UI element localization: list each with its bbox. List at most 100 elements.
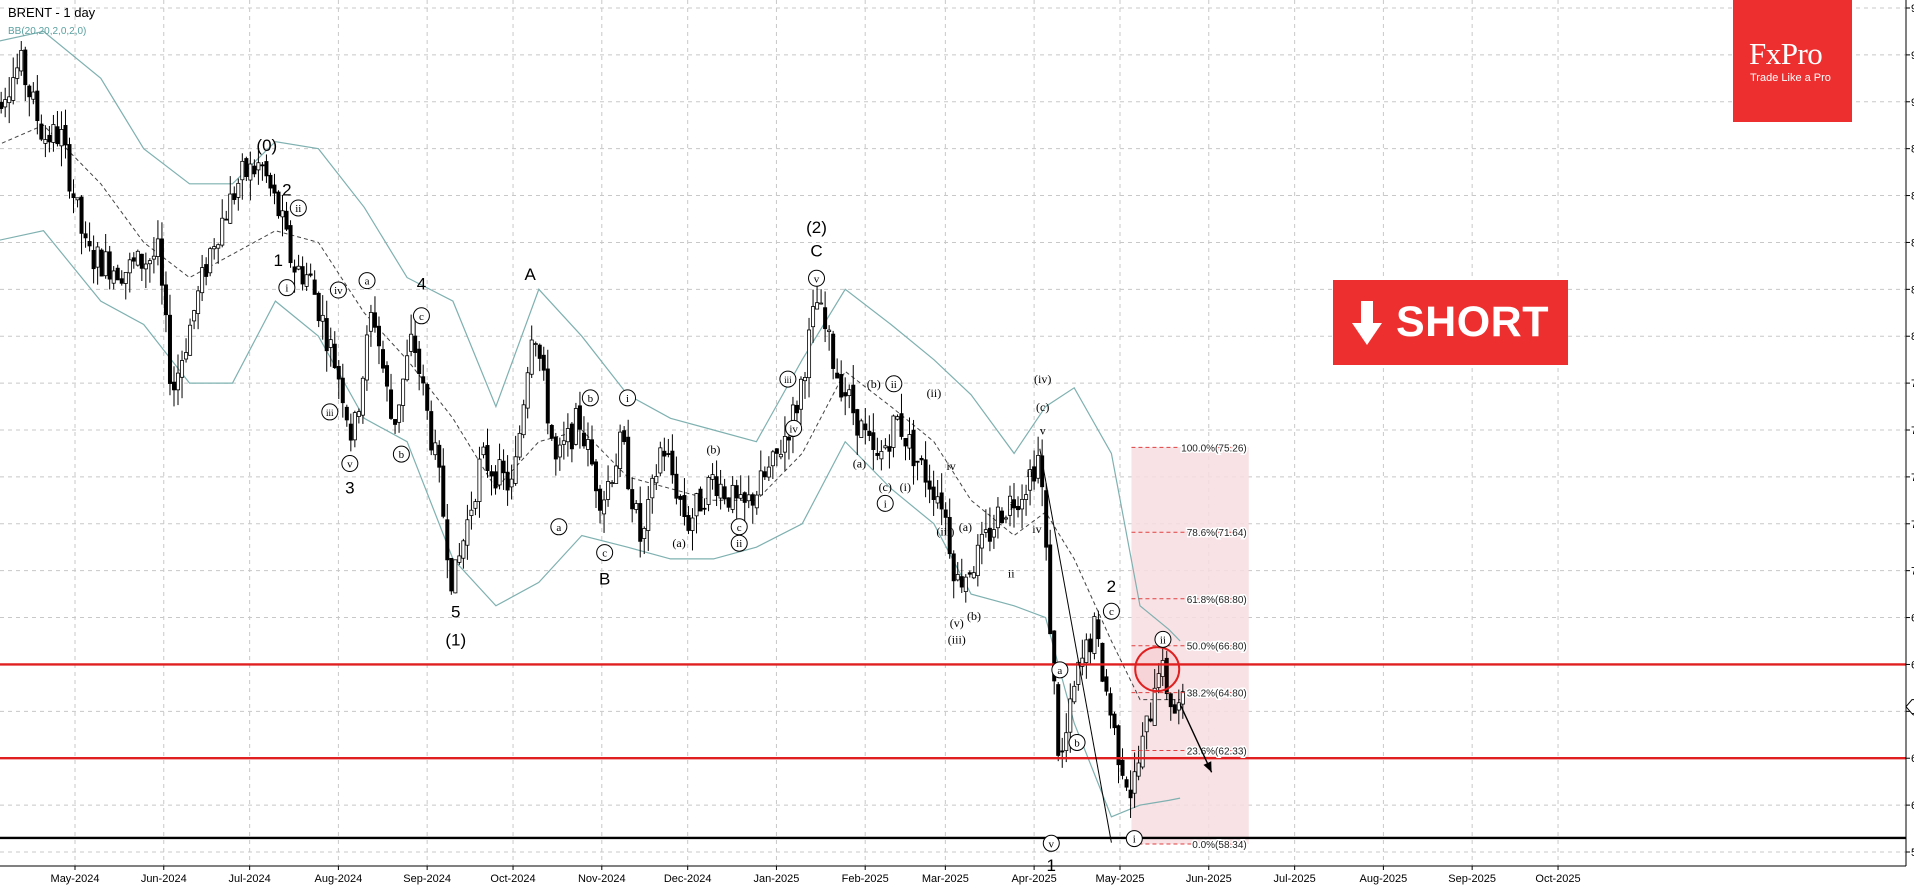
candle-body (304, 274, 309, 287)
candle-body (513, 456, 518, 484)
candle-body (159, 238, 164, 286)
candle-body (292, 266, 297, 273)
x-tick-label: Sep-2025 (1448, 873, 1496, 885)
candle-body (449, 557, 454, 592)
x-tick-label: Feb-2025 (842, 873, 889, 885)
candle-body (939, 492, 944, 510)
resistance-circle (1134, 646, 1181, 693)
wave-label-circle (1042, 834, 1060, 852)
wave-label: v (347, 459, 353, 471)
wave-label: ii (1008, 567, 1015, 581)
candle-body (634, 503, 639, 510)
candle-body (746, 494, 751, 502)
candle-body (409, 333, 414, 352)
y-tick-label: 70.00 (1911, 566, 1914, 578)
candle-body (618, 431, 623, 469)
candle-body (103, 251, 108, 277)
candle-body (0, 101, 4, 109)
x-tick-label: Dec-2024 (664, 873, 712, 885)
y-tick-label: 82.00 (1911, 284, 1914, 296)
logo-brand: FxPro (1749, 36, 1823, 71)
x-tick-label: Jun-2024 (141, 873, 187, 885)
fibonacci-level-label: 61.8%(68.80) (1187, 595, 1247, 606)
horizontal-levels (0, 663, 1906, 840)
wave-label: (2) (806, 218, 827, 237)
candle-body (501, 460, 506, 474)
candle-body (232, 193, 237, 200)
candle-body (372, 312, 377, 328)
candle-body (413, 335, 418, 353)
wave-label: (iii) (936, 525, 954, 539)
wave-label: (1) (445, 631, 466, 650)
wave-label-circle (550, 518, 568, 536)
bollinger-upper (0, 30, 1181, 642)
candle-body (276, 191, 281, 217)
candle-body (726, 497, 731, 508)
wave-label: 1 (274, 251, 283, 270)
candle-body (47, 134, 52, 143)
candle-body (1024, 494, 1029, 500)
candle-body (610, 482, 615, 484)
wave-label: (v) (950, 616, 964, 630)
candle-body (883, 445, 888, 449)
fibonacci-level-label: 78.6%(71.64) (1187, 528, 1247, 539)
candle-body (485, 445, 490, 471)
candle-body (907, 434, 912, 449)
wave-label-circle (1125, 830, 1143, 848)
logo-tagline: Trade Like a Pro (1750, 72, 1831, 84)
candle-body (248, 163, 253, 181)
chart-title: BRENT - 1 day (8, 5, 96, 20)
candle-body (971, 572, 976, 579)
wave-label: (a) (853, 457, 866, 471)
wave-label: iv (334, 285, 343, 297)
candle-body (730, 484, 735, 510)
candle-body (71, 193, 76, 199)
candle-body (827, 329, 832, 332)
candle-body (477, 458, 482, 502)
wave-label: ii (295, 203, 301, 215)
candle-body (1164, 657, 1169, 695)
candle-body (1080, 657, 1085, 667)
wave-label-circle (321, 403, 339, 421)
candle-body (1028, 469, 1033, 491)
wave-label: i (1133, 834, 1136, 846)
wave-label: a (556, 522, 561, 534)
candle-body (585, 439, 590, 450)
wave-label: (iii) (948, 632, 966, 646)
bollinger-lower (0, 230, 1181, 818)
wave-label: iv (1032, 522, 1041, 536)
candle-body (557, 444, 562, 458)
candle-body (135, 250, 140, 266)
candle-body (847, 389, 852, 397)
candle-body (131, 257, 136, 262)
x-tick-label: Oct-2025 (1535, 873, 1580, 885)
candle-body (1064, 732, 1069, 752)
candle-body (123, 271, 128, 284)
candle-body (1003, 517, 1008, 520)
x-tick-label: May-2024 (51, 873, 100, 885)
candle-body (75, 197, 80, 201)
y-tick-label: 62.00 (1911, 753, 1914, 765)
candle-body (650, 477, 655, 499)
candle-body (380, 349, 385, 369)
candle-body (180, 360, 185, 378)
candle-body (1132, 771, 1137, 794)
candle-body (457, 555, 462, 563)
candle-body (336, 365, 341, 380)
wave-label: 3 (345, 478, 354, 497)
candle-body (505, 471, 510, 491)
candle-body (577, 405, 582, 430)
candle-body (184, 352, 189, 360)
indicator-label: BB(20,20,2,0,2,0) (8, 26, 87, 37)
candle-body (573, 408, 578, 445)
candle-body (1044, 490, 1049, 548)
candle-body (533, 343, 538, 345)
wave-label-circle (779, 370, 797, 388)
candle-body (903, 438, 908, 447)
candle-body (859, 420, 864, 438)
candle-body (541, 354, 546, 371)
candle-body (192, 310, 197, 322)
candle-body (95, 246, 100, 268)
candle-body (264, 161, 269, 177)
